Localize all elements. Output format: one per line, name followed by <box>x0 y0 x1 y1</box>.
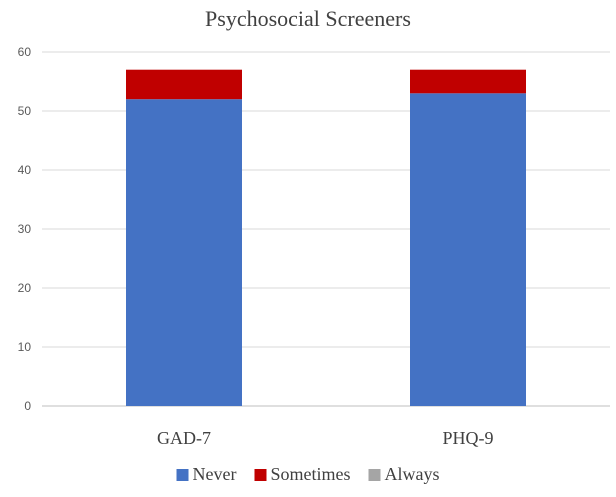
y-tick-label: 60 <box>18 45 32 59</box>
bar-gad-7-never <box>126 99 242 406</box>
legend-item-never: Never <box>176 464 237 484</box>
x-axis: GAD-7 PHQ-9 <box>157 428 494 448</box>
bar-phq-9-sometimes <box>410 69 526 94</box>
x-tick-label: GAD-7 <box>157 428 211 448</box>
legend-item-always: Always <box>368 464 439 484</box>
y-axis: 0 10 20 30 40 50 60 <box>18 45 32 413</box>
y-tick-label: 50 <box>18 104 32 118</box>
legend-swatch <box>368 469 381 481</box>
legend: Never Sometimes Always <box>176 464 439 484</box>
legend-item-sometimes: Sometimes <box>254 464 350 484</box>
bar-gad-7-sometimes <box>126 69 242 100</box>
y-tick-label: 30 <box>18 222 32 236</box>
x-tick-label: PHQ-9 <box>442 428 493 448</box>
y-tick-label: 10 <box>18 340 32 354</box>
y-tick-label: 20 <box>18 281 32 295</box>
legend-swatch <box>176 469 189 481</box>
y-tick-label: 40 <box>18 163 32 177</box>
chart-title: Psychosocial Screeners <box>205 6 411 31</box>
legend-swatch <box>254 469 267 481</box>
legend-label: Always <box>384 464 439 484</box>
plot-area <box>126 69 526 407</box>
y-tick-label: 0 <box>24 399 31 413</box>
bar-phq-9-never <box>410 93 526 407</box>
legend-label: Sometimes <box>270 464 350 484</box>
legend-label: Never <box>193 464 237 484</box>
